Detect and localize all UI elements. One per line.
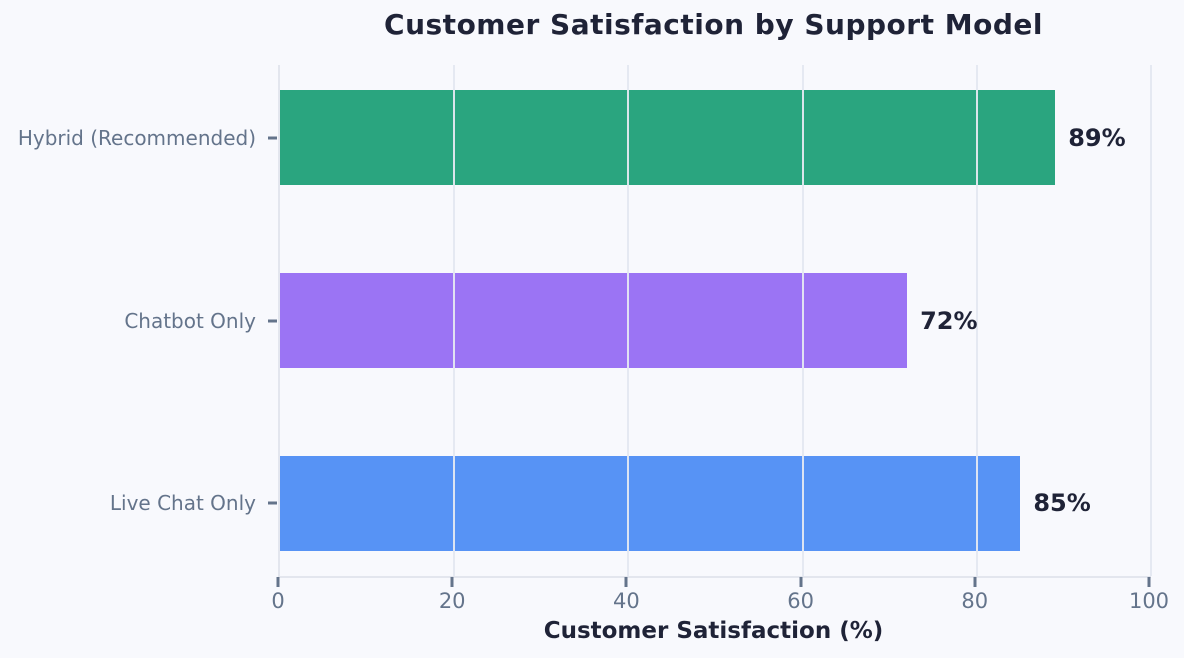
y-tick-mark-1 <box>268 136 277 140</box>
y-tick-label-3: Live Chat Only <box>109 491 256 516</box>
x-tick-mark-0 <box>276 577 280 587</box>
x-tick-label-20: 20 <box>438 589 466 613</box>
y-tick-mark-3 <box>268 501 277 505</box>
bar-1 <box>280 90 1056 186</box>
chart-title: Customer Satisfaction by Support Model <box>384 8 1043 41</box>
x-tick-mark-20 <box>450 577 454 587</box>
x-tick-label-60: 60 <box>787 589 814 613</box>
gridline-100 <box>1150 65 1152 576</box>
x-axis-title: Customer Satisfaction (%) <box>543 618 884 644</box>
bar-value-label-2: 72% <box>920 306 978 335</box>
x-tick-mark-40 <box>624 577 628 587</box>
x-tick-label-80: 80 <box>961 589 989 613</box>
x-tick-mark-100 <box>1147 577 1151 587</box>
x-tick-mark-60 <box>799 577 803 587</box>
y-tick-label-2: Chatbot Only <box>124 308 256 333</box>
x-tick-label-100: 100 <box>1128 589 1170 613</box>
bar-2 <box>280 273 908 368</box>
gridline-60 <box>801 65 804 576</box>
bar-value-label-1: 89% <box>1068 123 1126 152</box>
gridline-40 <box>627 65 630 576</box>
gridline-20 <box>453 65 456 576</box>
gridline-80 <box>975 65 978 576</box>
y-tick-label-1: Hybrid (Recommended) <box>17 125 256 150</box>
x-tick-label-40: 40 <box>613 589 640 613</box>
x-tick-label-0: 0 <box>271 589 285 613</box>
x-tick-mark-80 <box>973 577 977 587</box>
plot-area <box>278 65 1152 578</box>
bar-3 <box>280 455 1021 551</box>
y-tick-mark-2 <box>268 319 277 322</box>
bar-value-label-3: 85% <box>1033 489 1091 518</box>
